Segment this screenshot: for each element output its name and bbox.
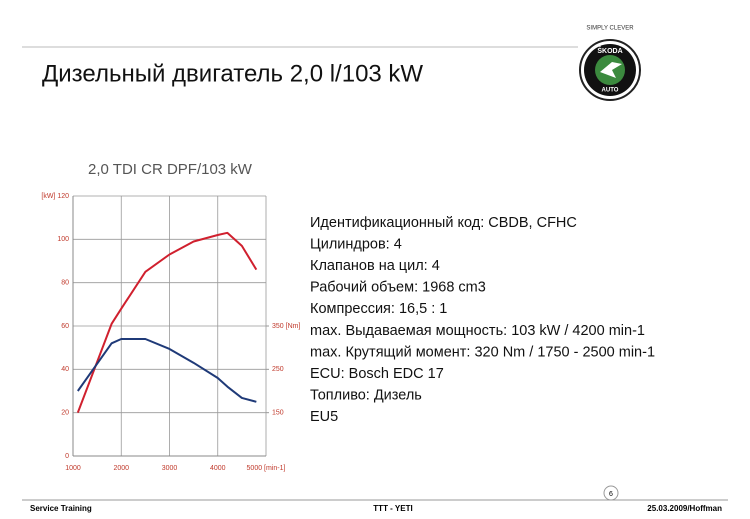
- y-tick-label: 60: [61, 323, 69, 330]
- slide-title: Дизельный двигатель 2,0 l/103 kW: [42, 60, 423, 87]
- y-tick-label: [kW] 120: [41, 193, 69, 200]
- y2-tick-label: 150: [272, 410, 284, 417]
- y-tick-label: 40: [61, 366, 69, 373]
- spec-line: ECU: Bosch EDC 17: [310, 366, 444, 382]
- x-tick-label: 4000: [210, 465, 226, 472]
- x-tick-label: 2000: [113, 465, 129, 472]
- spec-line: EU5: [310, 409, 338, 425]
- y-tick-label: 80: [61, 280, 69, 287]
- slogan: SIMPLY CLEVER: [586, 26, 634, 32]
- footer-right: 25.03.2009/Hoffman: [647, 504, 722, 513]
- logo-arrow: [600, 62, 622, 78]
- chart-title: 2,0 TDI CR DPF/103 kW: [88, 161, 253, 178]
- spec-line: max. Выдаваемая мощность: 103 kW / 4200 …: [310, 323, 645, 339]
- spec-line: Компрессия: 16,5 : 1: [310, 301, 447, 317]
- y2-tick-label: 250: [272, 366, 284, 373]
- logo: ŠKODA AUTO: [579, 39, 641, 101]
- y-tick-label: 20: [61, 410, 69, 417]
- page-badge: [603, 485, 619, 501]
- x-tick-label: 3000: [162, 465, 178, 472]
- spec-line: Цилиндров: 4: [310, 236, 402, 252]
- y-tick-label: 100: [57, 236, 69, 243]
- y2-tick-label: 350 [Nm]: [272, 323, 300, 330]
- footer-left: Service Training: [30, 504, 92, 513]
- y-tick-label: 0: [65, 453, 69, 460]
- series-line: [76, 231, 258, 414]
- page-number: 6: [609, 491, 613, 498]
- spec-line: Топливо: Дизель: [310, 388, 422, 404]
- logo-text: AUTO: [602, 88, 619, 94]
- x-tick-label: 1000: [65, 465, 81, 472]
- series-line: [77, 338, 257, 403]
- x-tick-label: 5000 [min-1]: [247, 465, 286, 472]
- spec-line: Клапанов на цил: 4: [310, 258, 440, 274]
- spec-line: Рабочий объем: 1968 cm3: [310, 280, 486, 296]
- logo-text: ŠKODA: [597, 46, 622, 55]
- footer-center: TTT - YETI: [373, 504, 412, 513]
- spec-line: Идентификационный код: CBDB, CFHC: [310, 215, 577, 231]
- spec-line: max. Крутящий момент: 320 Nm / 1750 - 25…: [310, 344, 655, 360]
